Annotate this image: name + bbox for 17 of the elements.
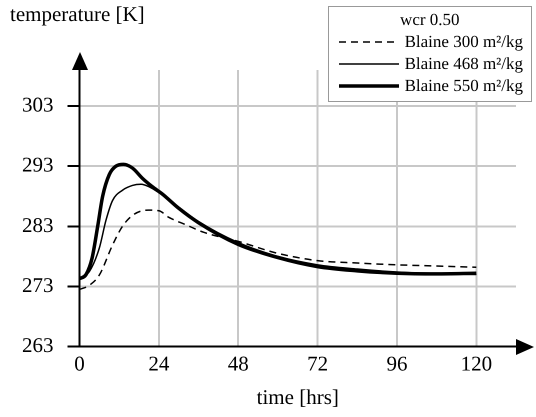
- legend-label: Blaine 550 m²/kg: [404, 76, 523, 96]
- x-tick-label: 24: [148, 352, 170, 376]
- x-tick-label: 96: [386, 352, 408, 376]
- y-tick-label: 293: [22, 152, 54, 177]
- y-tick-label: 283: [22, 212, 54, 237]
- legend-title: wcr 0.50: [399, 10, 461, 30]
- y-tick-label: 263: [22, 333, 54, 358]
- y-axis-title: temperature [K]: [10, 2, 145, 27]
- x-tick-label: 48: [228, 352, 249, 376]
- x-axis-title: time [hrs]: [256, 384, 339, 409]
- legend-label: Blaine 468 m²/kg: [404, 54, 523, 74]
- x-tick-label: 120: [460, 352, 492, 376]
- legend-label: Blaine 300 m²/kg: [404, 32, 523, 52]
- y-tick-label: 273: [22, 272, 54, 297]
- y-tick-label: 303: [22, 92, 54, 117]
- x-tick-label: 72: [307, 352, 328, 376]
- x-tick-label: 0: [74, 352, 85, 376]
